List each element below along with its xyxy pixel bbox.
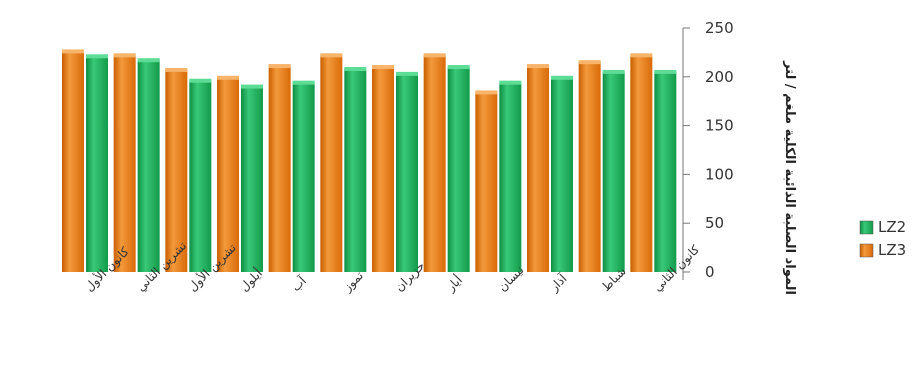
bar-cap-lz3-3: [165, 67, 188, 72]
x-tick-label: آذار: [546, 270, 571, 295]
bar-lz2-3: [189, 80, 212, 272]
bar-cap-lz3-2: [113, 53, 136, 58]
bar-cap-lz3-12: [630, 53, 653, 58]
y-tick-label: 0: [705, 263, 715, 281]
bar-lz2-9: [499, 82, 522, 272]
legend-swatch-lz3: [859, 243, 874, 258]
bar-cap-lz2-10: [551, 75, 573, 80]
legend-label-lz2: LZ2: [878, 218, 906, 236]
y-tick-label: 100: [705, 165, 734, 183]
bar-cap-lz3-1: [62, 49, 84, 54]
bar-cap-lz2-9: [499, 80, 522, 85]
bar-cap-lz2-12: [654, 69, 677, 74]
bar-lz2-4: [241, 86, 263, 272]
bar-lz2-6: [344, 68, 367, 272]
y-tick-label: 50: [705, 214, 724, 232]
bar-lz3-10: [527, 66, 549, 273]
bar-cap-lz2-4: [241, 84, 263, 89]
bar-cap-lz2-11: [602, 69, 625, 74]
bar-lz2-8: [447, 67, 470, 272]
bar-cap-lz2-5: [292, 80, 315, 85]
bar-cap-lz2-6: [344, 66, 367, 71]
bar-cap-lz3-7: [372, 65, 394, 70]
bar-cap-lz2-2: [137, 58, 160, 63]
bar-lz2-11: [602, 71, 625, 272]
bar-cap-lz2-1: [86, 54, 108, 59]
x-tick-label: أيار: [442, 272, 465, 295]
bar-lz3-5: [268, 66, 291, 273]
bar-lz3-7: [372, 67, 394, 272]
bar-lz3-8: [423, 55, 446, 272]
bar-cap-lz3-6: [320, 53, 343, 58]
bar-lz2-10: [551, 77, 573, 272]
bar-cap-lz3-11: [578, 60, 601, 65]
bar-cap-lz3-8: [423, 53, 446, 58]
bars-layer: [62, 49, 677, 273]
bar-lz3-6: [320, 55, 343, 272]
y-tick-label: 150: [705, 117, 734, 135]
bar-lz3-9: [475, 92, 498, 272]
bar-lz2-1: [86, 56, 108, 272]
bar-lz2-2: [137, 60, 160, 272]
bar-cap-lz3-5: [268, 64, 291, 69]
bar-lz2-7: [396, 73, 418, 272]
y-tick-label: 250: [705, 19, 734, 37]
y-tick-label: 200: [705, 68, 734, 86]
bar-cap-lz3-10: [527, 64, 549, 69]
bar-lz3-2: [113, 55, 136, 272]
y-ticks: 0 50 100 150 200 250: [683, 19, 734, 281]
bar-cap-lz3-9: [475, 90, 498, 95]
bar-lz3-3: [165, 69, 188, 272]
x-tick-label: آب: [288, 273, 309, 294]
bar-lz2-12: [654, 71, 677, 272]
bar-lz3-1: [62, 51, 84, 273]
bar-cap-lz3-4: [217, 75, 239, 80]
y-axis-label: المواد الصلبة الذائبة الكلية ملغم / لتر: [782, 60, 797, 295]
bar-lz2-5: [292, 82, 315, 272]
legend-label-lz3: LZ3: [878, 241, 906, 259]
bar-lz3-11: [578, 62, 601, 272]
bar-cap-lz2-8: [447, 65, 470, 70]
bar-cap-lz2-3: [189, 78, 212, 83]
x-tick-label: تموز: [340, 268, 367, 295]
bar-lz3-4: [217, 77, 239, 272]
legend-swatch-lz2: [859, 220, 874, 235]
bar-cap-lz2-7: [396, 71, 418, 76]
bar-lz3-12: [630, 55, 653, 272]
